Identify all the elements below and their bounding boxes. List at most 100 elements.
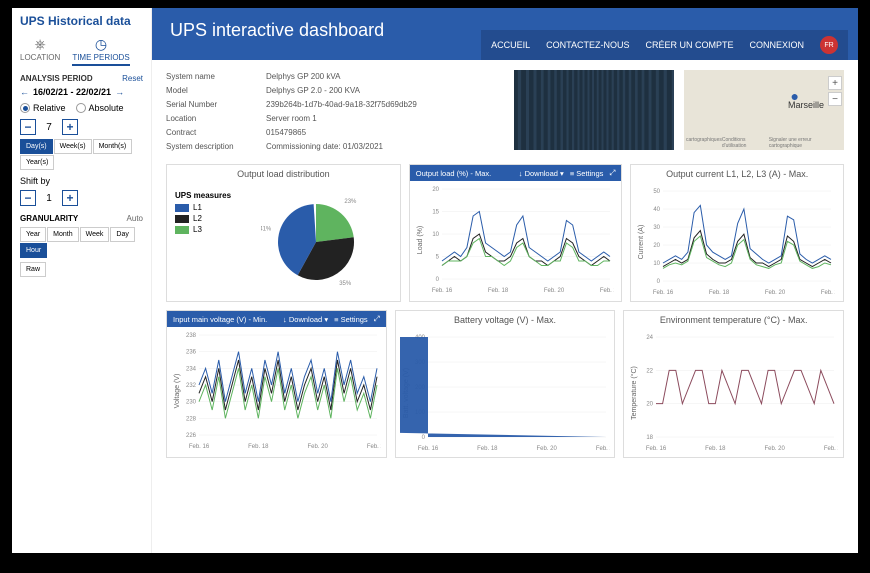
- granularity-row: GRANULARITY Auto: [20, 214, 143, 223]
- svg-text:226: 226: [186, 433, 197, 439]
- shift-label: Shift by: [20, 176, 143, 186]
- system-info-table: System nameDelphys GP 200 kVAModelDelphy…: [166, 70, 504, 154]
- input-voltage-toolbar: Input main voltage (V) - Min. ↓ Download…: [167, 311, 386, 327]
- date-prev-arrow[interactable]: ←: [20, 87, 29, 97]
- settings-button[interactable]: ≡ Settings: [334, 315, 368, 324]
- output-current-title: Output current L1, L2, L3 (A) - Max.: [631, 165, 843, 183]
- sidebar: UPS Historical data ⎈ LOCATION ◷ TIME PE…: [12, 8, 152, 553]
- download-button[interactable]: ↓ Download ▾: [519, 169, 564, 178]
- nav-contactez-nous[interactable]: CONTACTEZ-NOUS: [546, 40, 629, 50]
- svg-text:Feb. 22: Feb. 22: [600, 288, 614, 294]
- reset-link[interactable]: Reset: [122, 74, 143, 83]
- nav-créer un compte[interactable]: CRÉER UN COMPTE: [645, 40, 733, 50]
- charts-row-1: Output load distribution UPS measures L1…: [166, 164, 844, 302]
- step-value: 7: [38, 122, 60, 133]
- expand-button[interactable]: ⤢: [374, 314, 380, 324]
- svg-text:18: 18: [647, 435, 654, 441]
- input-voltage-card: Input main voltage (V) - Min. ↓ Download…: [166, 310, 387, 458]
- tab-time-periods[interactable]: ◷ TIME PERIODS: [72, 36, 129, 66]
- date-next-arrow[interactable]: →: [115, 87, 124, 97]
- header: UPS interactive dashboard ACCUEILCONTACT…: [152, 8, 858, 60]
- unit-buttons: Day(s)Week(s)Month(s) Year(s): [20, 139, 143, 170]
- unit-week(s)[interactable]: Week(s): [54, 139, 92, 154]
- svg-text:Feb. 16: Feb. 16: [653, 290, 674, 296]
- output-load-toolbar: Output load (%) - Max. ↓ Download ▾ ≡ Se…: [410, 165, 622, 181]
- map[interactable]: ● Marseille + − cartographiques Conditio…: [684, 70, 844, 150]
- svg-text:Feb. 20: Feb. 20: [536, 446, 557, 452]
- unit-month(s)[interactable]: Month(s): [93, 139, 133, 154]
- svg-text:23%: 23%: [344, 199, 357, 205]
- unit-day(s)[interactable]: Day(s): [20, 139, 53, 154]
- svg-text:20: 20: [432, 187, 439, 193]
- step-minus[interactable]: −: [20, 119, 36, 135]
- analysis-period-label: ANALYSIS PERIOD Reset: [20, 74, 143, 83]
- location-pin-icon: ⎈: [20, 36, 60, 53]
- svg-text:Voltage (V): Voltage (V): [174, 374, 181, 409]
- gran-week[interactable]: Week: [80, 227, 110, 242]
- clock-icon: ◷: [72, 36, 129, 53]
- granularity-buttons: YearMonthWeekDay Hour: [20, 227, 143, 258]
- gran-day[interactable]: Day: [110, 227, 134, 242]
- svg-text:Feb. 16: Feb. 16: [189, 444, 210, 450]
- svg-text:Feb. 16: Feb. 16: [432, 288, 453, 294]
- svg-text:0: 0: [435, 277, 439, 283]
- svg-text:Feb. 22: Feb. 22: [824, 446, 838, 452]
- nav-accueil[interactable]: ACCUEIL: [491, 40, 530, 50]
- svg-text:24: 24: [647, 335, 654, 341]
- svg-text:10: 10: [432, 232, 439, 238]
- gran-year[interactable]: Year: [20, 227, 46, 242]
- svg-text:41%: 41%: [261, 227, 272, 233]
- radio-absolute[interactable]: Absolute: [76, 103, 124, 113]
- svg-text:20: 20: [654, 243, 661, 249]
- output-current-chart: 01020304050Current (A)Feb. 16Feb. 18Feb.…: [635, 187, 835, 297]
- download-button[interactable]: ↓ Download ▾: [283, 315, 328, 324]
- radio-relative[interactable]: Relative: [20, 103, 66, 113]
- svg-text:228: 228: [186, 416, 197, 422]
- shift-plus[interactable]: +: [62, 190, 78, 206]
- svg-text:Feb. 22: Feb. 22: [821, 290, 835, 296]
- svg-text:234: 234: [186, 366, 197, 372]
- language-badge[interactable]: FR: [820, 36, 838, 54]
- tab-location[interactable]: ⎈ LOCATION: [20, 36, 60, 66]
- svg-text:20: 20: [647, 402, 654, 408]
- sidebar-title: UPS Historical data: [20, 14, 143, 28]
- expand-button[interactable]: ⤢: [609, 168, 615, 178]
- nav-connexion[interactable]: CONNEXION: [749, 40, 804, 50]
- svg-text:22: 22: [647, 368, 654, 374]
- svg-text:Feb. 20: Feb. 20: [544, 288, 565, 294]
- period-stepper: − 7 +: [20, 119, 143, 135]
- pie-title: Output load distribution: [167, 165, 400, 183]
- map-city: Marseille: [788, 100, 824, 110]
- output-load-card: Output load (%) - Max. ↓ Download ▾ ≡ Se…: [409, 164, 623, 302]
- map-zoom-in[interactable]: +: [828, 76, 842, 90]
- svg-text:Feb. 16: Feb. 16: [417, 446, 438, 452]
- svg-text:Temperature (°C): Temperature (°C): [630, 366, 638, 420]
- svg-text:15: 15: [432, 210, 439, 216]
- svg-text:50: 50: [654, 189, 661, 195]
- svg-text:10: 10: [654, 261, 661, 267]
- date-range-value: 16/02/21 - 22/02/21: [33, 87, 111, 97]
- auto-link[interactable]: Auto: [127, 214, 143, 223]
- settings-button[interactable]: ≡ Settings: [570, 169, 604, 178]
- svg-text:Feb. 16: Feb. 16: [646, 446, 667, 452]
- svg-text:Current (A): Current (A): [638, 225, 645, 260]
- unit-year(s)[interactable]: Year(s): [20, 155, 54, 170]
- gran-hour[interactable]: Hour: [20, 243, 47, 258]
- svg-text:Feb. 18: Feb. 18: [477, 446, 498, 452]
- raw-button[interactable]: Raw: [20, 262, 46, 277]
- shift-stepper: − 1 +: [20, 190, 143, 206]
- input-voltage-chart: 226228230232234236238Voltage (V)Feb. 16F…: [171, 331, 381, 451]
- mode-row: Relative Absolute: [20, 103, 143, 113]
- top-nav: ACCUEIL CONTACTEZ-NOUS CRÉER UN COMPTE CONN…: [481, 30, 848, 60]
- content: System nameDelphys GP 200 kVAModelDelphy…: [152, 60, 858, 553]
- output-current-card: Output current L1, L2, L3 (A) - Max. 010…: [630, 164, 844, 302]
- datacenter-image: [514, 70, 674, 150]
- step-plus[interactable]: +: [62, 119, 78, 135]
- map-zoom-out[interactable]: −: [828, 92, 842, 106]
- gran-month[interactable]: Month: [47, 227, 78, 242]
- main: UPS interactive dashboard ACCUEILCONTACT…: [152, 8, 858, 553]
- battery-title: Battery voltage (V) - Max.: [396, 311, 615, 329]
- shift-minus[interactable]: −: [20, 190, 36, 206]
- shift-value: 1: [38, 193, 60, 204]
- env-temp-card: Environment temperature (°C) - Max. 1820…: [623, 310, 844, 458]
